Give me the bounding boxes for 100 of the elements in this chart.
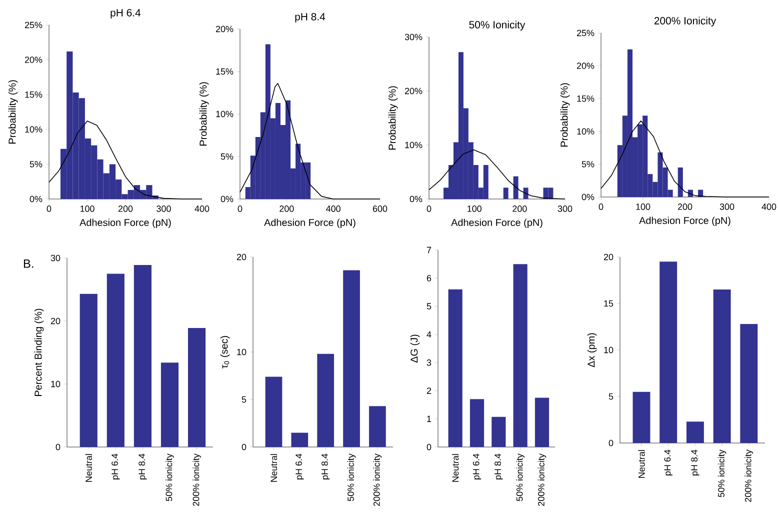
y-axis-title: Probability (%) bbox=[199, 82, 209, 146]
x-tick-label: 200% ionicity bbox=[538, 454, 546, 506]
y-tick-label: 5% bbox=[582, 161, 594, 168]
y-tick-label: 3 bbox=[426, 359, 432, 366]
y-tick-label: 15% bbox=[25, 91, 42, 98]
x-tick-label: 200 bbox=[280, 206, 294, 212]
x-tick-label: 100 bbox=[636, 204, 650, 210]
x-tick-label: Neutral bbox=[85, 454, 92, 482]
x-tick-label: 300 bbox=[558, 206, 572, 212]
y-tick-label: 0 bbox=[608, 440, 614, 446]
y-tick-label: 0 bbox=[56, 444, 60, 450]
bar bbox=[369, 406, 386, 448]
y-tick-label: 10 bbox=[51, 380, 60, 388]
bar bbox=[188, 328, 206, 448]
bar bbox=[343, 270, 360, 448]
y-tick-label: 20% bbox=[216, 26, 234, 32]
bar bbox=[686, 422, 704, 444]
y-tick-label: 15% bbox=[216, 68, 234, 75]
x-tick-label: 400 bbox=[326, 206, 340, 212]
bar bbox=[134, 264, 152, 448]
x-tick-label: 300 bbox=[720, 204, 734, 210]
y-tick-label: 0% bbox=[582, 194, 594, 200]
bar bbox=[80, 294, 98, 448]
chart-title: pH 8.4 bbox=[295, 13, 326, 23]
y-tick-label: 0% bbox=[410, 196, 422, 202]
bar bbox=[291, 432, 308, 448]
x-tick-label: 600 bbox=[372, 206, 388, 212]
y-tick-label: 10 bbox=[604, 346, 614, 354]
y-tick-label: 7 bbox=[426, 246, 432, 254]
y-tick-label: 10 bbox=[237, 348, 246, 356]
x-tick-label: 200 bbox=[118, 206, 133, 212]
x-axis-title: Adhesion Force (pN) bbox=[80, 218, 171, 228]
bar bbox=[317, 354, 334, 448]
x-tick-label: pH 8.4 bbox=[691, 450, 700, 476]
x-tick-label: pH 6.4 bbox=[296, 454, 304, 480]
y-axis-title: ΔG (J) bbox=[410, 334, 420, 363]
x-tick-label: 100 bbox=[80, 206, 94, 212]
x-tick-label: pH 8.4 bbox=[138, 454, 147, 480]
x-tick-label: pH 8.4 bbox=[494, 454, 503, 480]
y-tick-label: 0 bbox=[242, 444, 246, 450]
bar bbox=[470, 399, 484, 448]
x-tick-label: pH 6.4 bbox=[664, 450, 672, 476]
bar bbox=[160, 362, 179, 448]
x-tick-label: Neutral bbox=[452, 454, 459, 482]
x-tick-label: 200% ionicity bbox=[744, 450, 754, 502]
y-tick-label: 1 bbox=[427, 416, 432, 422]
y-tick-label: 15 bbox=[604, 300, 614, 307]
x-tick-label: Neutral bbox=[638, 450, 645, 478]
chart-title: 50% Ionicity bbox=[469, 20, 526, 31]
y-tick-label: 20 bbox=[50, 318, 60, 324]
y-tick-label: 5% bbox=[220, 153, 234, 160]
bar bbox=[448, 289, 462, 448]
x-tick-label: 50% ionicity bbox=[516, 454, 525, 502]
x-tick-label: 400 bbox=[194, 206, 210, 212]
x-tick-label: 200% ionicity bbox=[373, 454, 382, 506]
x-tick-label: 200% ionicity bbox=[192, 454, 201, 506]
bar bbox=[713, 290, 731, 444]
y-tick-label: 2 bbox=[426, 388, 432, 394]
y-tick-label: 30 bbox=[50, 254, 60, 262]
y-tick-label: 20% bbox=[576, 62, 594, 69]
bar bbox=[660, 262, 678, 444]
x-axis-title: Adhesion Force (pN) bbox=[639, 216, 730, 226]
y-axis-title: Probability (%) bbox=[560, 83, 570, 147]
y-tick-label: 20% bbox=[24, 56, 42, 63]
bar bbox=[492, 416, 506, 448]
x-tick-label: 400 bbox=[762, 204, 776, 210]
x-axis-title: Adhesion Force (pN) bbox=[451, 218, 542, 228]
y-tick-label: 5 bbox=[426, 303, 432, 310]
bar bbox=[534, 398, 550, 448]
bar bbox=[106, 274, 124, 448]
bar bbox=[265, 376, 282, 448]
y-tick-label: 5% bbox=[30, 161, 42, 168]
y-tick-label: 25% bbox=[576, 30, 594, 36]
x-axis-title: Adhesion Force (pN) bbox=[264, 218, 356, 228]
x-tick-label: 0 bbox=[46, 206, 52, 212]
y-axis-title: Probability (%) bbox=[8, 80, 18, 144]
bar bbox=[513, 264, 528, 448]
y-tick-label: 30% bbox=[404, 34, 422, 40]
y-tick-label: 10% bbox=[216, 110, 234, 118]
y-tick-label: 20 bbox=[236, 254, 246, 260]
y-tick-label: 20% bbox=[404, 88, 422, 94]
x-tick-label: 200 bbox=[678, 204, 692, 210]
x-tick-label: pH 6.4 bbox=[112, 454, 120, 480]
y-tick-label: 4 bbox=[426, 331, 432, 338]
chart-title: 200% Ionicity bbox=[654, 16, 716, 27]
text: B. bbox=[24, 260, 34, 268]
y-tick-label: 10% bbox=[25, 126, 42, 133]
y-tick-label: 10% bbox=[577, 128, 594, 135]
chart-title: pH 6.4 bbox=[110, 9, 141, 19]
y-tick-label: 0% bbox=[30, 196, 42, 202]
x-tick-label: 0 bbox=[598, 204, 604, 210]
y-tick-label: 5 bbox=[242, 396, 246, 403]
bar bbox=[632, 392, 650, 444]
x-tick-label: 50% ionicity bbox=[166, 454, 174, 502]
y-tick-label: 25% bbox=[24, 22, 42, 28]
x-tick-label: Neutral bbox=[270, 454, 278, 482]
y-axis-title: Probability (%) bbox=[388, 86, 398, 150]
x-tick-label: 50% ionicity bbox=[718, 450, 726, 498]
bar bbox=[740, 324, 758, 444]
y-axis-title: Δx (pm) bbox=[587, 333, 597, 368]
